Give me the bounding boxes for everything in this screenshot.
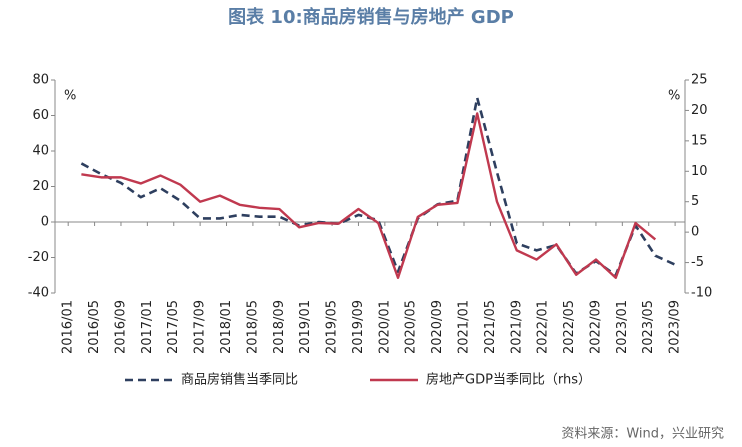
x-tick-label: 2023/09 [668,300,683,354]
x-tick-label: 2021/05 [483,300,498,354]
y2-tick-label: -5 [691,255,704,270]
series-line [81,112,657,279]
y2-tick-label: 10 [691,164,708,179]
x-tick-label: 2022/05 [562,300,577,354]
y-tick-label: 20 [32,179,49,194]
x-tick-label: 2017/05 [166,300,181,354]
y-tick-label: 80 [32,73,49,88]
y-tick-label: 0 [41,215,49,230]
y2-tick-label: 5 [691,194,699,209]
y2-tick-label: 0 [691,225,699,240]
x-tick-label: 2016/01 [61,300,76,354]
x-tick-label: 2020/01 [377,300,392,354]
x-tick-label: 2020/05 [404,300,419,354]
x-tick-label: 2019/01 [298,300,313,354]
x-tick-label: 2023/05 [641,300,656,354]
y2-tick-label: 15 [691,133,708,148]
x-tick-label: 2018/01 [219,300,234,354]
y-tick-label: -20 [28,250,49,265]
x-tick-label: 2017/01 [140,300,155,354]
x-tick-label: 2018/09 [272,300,287,354]
x-tick-label: 2016/05 [87,300,102,354]
x-tick-label: 2019/05 [325,300,340,354]
y-tick-label: 40 [32,144,49,159]
x-tick-label: 2022/09 [588,300,603,354]
x-tick-label: 2020/09 [430,300,445,354]
chart-title: 图表 10:商品房销售与房地产 GDP [228,6,514,28]
y-unit: % [64,89,76,104]
x-tick-label: 2021/09 [509,300,524,354]
legend-label: 房地产GDP当季同比（rhs） [426,372,591,388]
x-tick-label: 2018/05 [245,300,260,354]
source: 资料来源：Wind，兴业研究 [561,427,724,442]
x-tick-label: 2019/09 [351,300,366,354]
series-line [80,96,676,277]
x-tick-label: 2016/09 [113,300,128,354]
x-tick-label: 2023/01 [615,300,630,354]
y2-tick-label: 25 [691,73,708,88]
y-tick-label: -40 [28,286,49,301]
legend-label: 商品房销售当季同比 [181,372,298,388]
y2-unit: % [668,89,680,104]
x-tick-label: 2021/01 [457,300,472,354]
y2-tick-label: -10 [691,286,712,301]
y-tick-label: 60 [32,108,49,123]
x-tick-label: 2022/01 [536,300,551,354]
x-tick-label: 2017/09 [193,300,208,354]
y2-tick-label: 20 [691,103,708,118]
